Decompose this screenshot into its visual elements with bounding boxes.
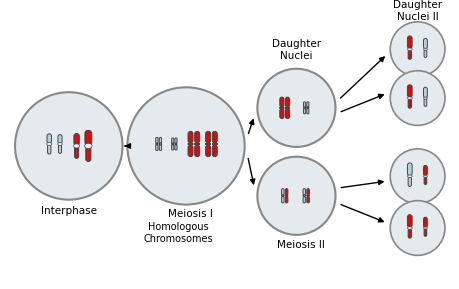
PathPatch shape [423,87,426,97]
PathPatch shape [174,143,177,145]
PathPatch shape [194,145,199,157]
Circle shape [389,71,444,125]
PathPatch shape [303,107,305,109]
PathPatch shape [279,97,283,107]
PathPatch shape [188,145,193,157]
PathPatch shape [407,177,410,186]
Ellipse shape [422,175,426,177]
PathPatch shape [156,137,158,143]
Ellipse shape [406,48,411,50]
Circle shape [389,149,444,203]
PathPatch shape [212,145,217,157]
PathPatch shape [285,195,287,197]
Ellipse shape [406,227,411,229]
PathPatch shape [423,229,426,236]
Text: Homologous
Chromosomes: Homologous Chromosomes [143,222,213,244]
Ellipse shape [58,142,62,146]
PathPatch shape [407,215,411,227]
Text: Daughter
Nuclei: Daughter Nuclei [271,39,320,61]
PathPatch shape [285,97,289,107]
PathPatch shape [303,108,305,114]
PathPatch shape [279,109,283,118]
PathPatch shape [212,143,217,145]
PathPatch shape [306,195,308,197]
PathPatch shape [281,189,284,195]
PathPatch shape [174,145,177,150]
PathPatch shape [74,134,79,145]
PathPatch shape [423,177,426,184]
PathPatch shape [407,36,411,49]
PathPatch shape [285,107,289,109]
PathPatch shape [280,107,283,109]
PathPatch shape [58,144,62,153]
PathPatch shape [306,102,308,107]
PathPatch shape [302,195,305,197]
Ellipse shape [422,48,426,50]
Ellipse shape [422,97,426,99]
PathPatch shape [306,189,309,195]
Ellipse shape [47,142,51,146]
PathPatch shape [303,102,305,107]
PathPatch shape [285,109,289,118]
PathPatch shape [423,50,426,58]
PathPatch shape [174,138,177,143]
PathPatch shape [302,197,305,203]
PathPatch shape [423,217,426,227]
PathPatch shape [188,131,193,143]
PathPatch shape [281,195,283,197]
PathPatch shape [407,99,410,108]
PathPatch shape [206,143,210,145]
Circle shape [15,92,122,200]
PathPatch shape [306,108,308,114]
Circle shape [389,22,444,77]
PathPatch shape [306,107,308,109]
Ellipse shape [406,175,411,177]
PathPatch shape [285,197,287,203]
PathPatch shape [205,145,210,157]
PathPatch shape [407,50,410,59]
PathPatch shape [171,145,174,150]
PathPatch shape [423,38,426,49]
PathPatch shape [407,163,411,175]
PathPatch shape [156,143,157,145]
PathPatch shape [306,197,309,203]
Text: Meiosis I: Meiosis I [168,210,213,219]
PathPatch shape [407,85,411,97]
Text: Interphase: Interphase [41,205,96,216]
PathPatch shape [171,138,174,143]
PathPatch shape [285,189,287,195]
PathPatch shape [194,131,199,143]
PathPatch shape [281,197,284,203]
PathPatch shape [212,131,217,143]
PathPatch shape [58,135,62,143]
PathPatch shape [85,130,91,145]
PathPatch shape [159,137,161,143]
Ellipse shape [84,143,92,149]
PathPatch shape [195,143,199,145]
PathPatch shape [302,189,305,195]
Circle shape [257,157,335,235]
PathPatch shape [159,145,161,151]
Circle shape [127,87,244,205]
PathPatch shape [47,144,51,154]
Circle shape [389,201,444,255]
Text: Meiosis II: Meiosis II [277,240,325,250]
PathPatch shape [171,143,174,145]
PathPatch shape [47,134,51,143]
PathPatch shape [423,165,426,176]
Ellipse shape [73,144,79,148]
Ellipse shape [422,227,426,229]
Text: Daughter
Nuclei II: Daughter Nuclei II [392,0,441,22]
PathPatch shape [188,143,192,145]
PathPatch shape [407,229,410,238]
PathPatch shape [205,131,210,143]
PathPatch shape [74,147,78,158]
PathPatch shape [159,143,161,145]
Ellipse shape [406,97,411,99]
Circle shape [257,69,335,147]
PathPatch shape [156,145,158,151]
PathPatch shape [85,147,91,162]
PathPatch shape [423,99,426,106]
